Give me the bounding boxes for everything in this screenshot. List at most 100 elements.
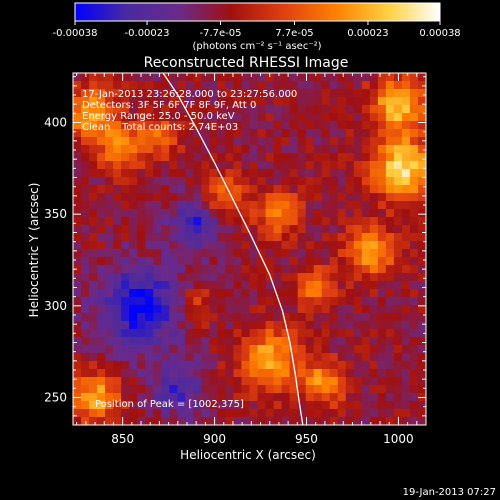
heatmap-cell (209, 129, 219, 138)
heatmap-cell (217, 265, 227, 274)
heatmap-cell (353, 393, 363, 402)
heatmap-cell (153, 313, 162, 322)
heatmap-cell (353, 385, 363, 394)
heatmap-cell (417, 377, 426, 386)
heatmap-cell (385, 305, 395, 314)
heatmap-cell (337, 305, 347, 314)
heatmap-cell (153, 81, 162, 90)
heatmap-cell (417, 369, 426, 378)
heatmap-cell (81, 169, 90, 178)
heatmap-cell (329, 161, 339, 170)
heatmap-cell (153, 257, 162, 266)
heatmap-cell (273, 369, 283, 378)
heatmap-cell (345, 337, 355, 346)
heatmap-cell (201, 81, 210, 90)
heatmap-cell (169, 193, 178, 202)
heatmap-cell (305, 121, 315, 130)
heatmap-cell (281, 73, 291, 82)
heatmap-cell (345, 81, 355, 90)
heatmap-cell (241, 185, 251, 194)
heatmap-cell (393, 193, 403, 202)
heatmap-cell (369, 177, 379, 186)
heatmap-cell (281, 353, 291, 362)
heatmap-cell (129, 193, 138, 202)
heatmap-cell (353, 417, 363, 425)
heatmap-cell (289, 97, 299, 106)
heatmap-cell (225, 377, 235, 386)
heatmap-cell (257, 377, 267, 386)
heatmap-cell (281, 417, 291, 425)
heatmap-cell (297, 257, 307, 266)
heatmap-cell (337, 409, 347, 418)
heatmap-cell (265, 193, 275, 202)
heatmap-cell (177, 313, 186, 322)
heatmap-cell (257, 409, 267, 418)
heatmap-cell (409, 89, 419, 98)
heatmap-cell (73, 265, 82, 274)
heatmap-cell (385, 273, 395, 282)
heatmap-cell (113, 417, 122, 425)
heatmap-cell (89, 97, 98, 106)
heatmap-cell (89, 289, 98, 298)
heatmap-cell (249, 281, 259, 290)
heatmap-cell (137, 201, 146, 210)
heatmap-cell (393, 89, 403, 98)
heatmap-cell (385, 321, 395, 330)
heatmap-cell (209, 161, 219, 170)
heatmap-cell (361, 305, 371, 314)
heatmap-cell (73, 209, 82, 218)
heatmap-cell (305, 273, 315, 282)
heatmap-cell (289, 145, 299, 154)
heatmap-cell (209, 137, 219, 146)
heatmap-cell (241, 289, 251, 298)
heatmap-cell (73, 417, 82, 425)
heatmap-cell (129, 137, 138, 146)
heatmap-cell (281, 169, 291, 178)
heatmap-cell (257, 393, 267, 402)
heatmap-cell (257, 161, 267, 170)
heatmap-cell (361, 385, 371, 394)
heatmap-cell (249, 321, 259, 330)
heatmap-cell (305, 353, 315, 362)
heatmap-cell (249, 137, 259, 146)
heatmap-cell (185, 209, 194, 218)
heatmap-cell (113, 273, 122, 282)
heatmap-cell (97, 337, 106, 346)
heatmap-cell (273, 169, 283, 178)
heatmap-cell (313, 337, 323, 346)
heatmap-cell (249, 185, 259, 194)
heatmap-cell (401, 73, 411, 82)
heatmap-cell (401, 137, 411, 146)
y-axis-label: Heliocentric Y (arcsec) (27, 183, 41, 318)
heatmap-cell (145, 225, 154, 234)
heatmap-cell (305, 169, 315, 178)
heatmap-cell (273, 345, 283, 354)
heatmap-cell (265, 241, 275, 250)
heatmap-cell (81, 193, 90, 202)
heatmap-cell (249, 257, 259, 266)
heatmap-cell (353, 113, 363, 122)
heatmap-cell (257, 89, 267, 98)
heatmap-cell (345, 153, 355, 162)
heatmap-cell (89, 81, 98, 90)
heatmap-cell (337, 97, 347, 106)
heatmap-cell (249, 161, 259, 170)
heatmap-cell (201, 201, 210, 210)
heatmap-cell (217, 353, 227, 362)
heatmap-cell (305, 249, 315, 258)
heatmap-cell (337, 161, 347, 170)
heatmap-cell (393, 321, 403, 330)
heatmap-cell (401, 385, 411, 394)
heatmap-cell (129, 185, 138, 194)
heatmap-cell (345, 297, 355, 306)
heatmap-cell (113, 337, 122, 346)
heatmap-cell (105, 169, 114, 178)
heatmap-cell (337, 113, 347, 122)
heatmap-cell (97, 401, 106, 410)
heatmap-cell (241, 345, 251, 354)
heatmap-cell (233, 185, 243, 194)
heatmap-cell (145, 265, 154, 274)
heatmap-cell (337, 225, 347, 234)
heatmap-cell (369, 137, 379, 146)
heatmap-cell (177, 393, 186, 402)
